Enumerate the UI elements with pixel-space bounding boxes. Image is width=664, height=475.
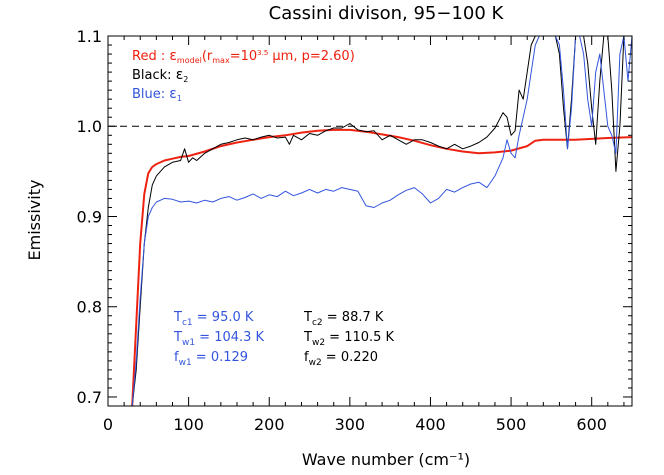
series-group — [131, 36, 632, 406]
param-subscript: w2 — [312, 338, 325, 348]
black-param-2: fw2 = 0.220 — [304, 350, 378, 368]
legend-symbol: ε — [176, 67, 184, 83]
param-subscript: w1 — [182, 338, 195, 348]
param-value: = 104.3 K — [195, 330, 265, 345]
x-tick-label: 600 — [576, 415, 607, 434]
legend-subscript: max — [212, 56, 230, 65]
series-line-2 — [131, 36, 632, 406]
legend-symbol: ε — [169, 48, 177, 64]
legend: Red : εmodel(rmax=103.5 μm, p=2.60)Black… — [132, 48, 355, 103]
y-tick-label: 0.9 — [77, 207, 102, 226]
legend-entry-2: Blue: ε1 — [132, 86, 182, 103]
legend-prefix: Red : — [132, 49, 169, 64]
param-subscript: w2 — [309, 358, 322, 368]
param-subscript: c1 — [182, 318, 193, 328]
y-tick-label: 1.0 — [77, 117, 102, 136]
param-symbol: T — [303, 310, 312, 325]
plot-frame — [107, 35, 633, 407]
x-tick-label: 300 — [335, 415, 366, 434]
legend-prefix: Black: — [132, 68, 176, 83]
x-tick-label: 0 — [103, 415, 113, 434]
legend-superscript: 3.5 — [257, 49, 268, 57]
y-tick-label: 0.8 — [77, 298, 102, 317]
x-tick-label: 400 — [415, 415, 446, 434]
param-value: = 0.220 — [322, 350, 378, 365]
series-line-1 — [131, 36, 632, 406]
param-symbol: f — [304, 350, 309, 365]
param-subscript: w1 — [179, 358, 192, 368]
param-symbol: T — [173, 310, 182, 325]
x-tick-label: 200 — [254, 415, 285, 434]
legend-entry-0: Red : εmodel(rmax=103.5 μm, p=2.60) — [132, 48, 355, 65]
chart-title: Cassini divison, 95−100 K — [269, 3, 505, 24]
series-line-0 — [131, 128, 632, 406]
param-symbol: f — [174, 350, 179, 365]
param-symbol: T — [173, 330, 182, 345]
legend-prefix: Blue: — [132, 87, 169, 102]
legend-symbol: ε — [169, 86, 177, 102]
blue-param-0: Tc1 = 95.0 K — [173, 310, 254, 328]
black-param-1: Tw2 = 110.5 K — [303, 330, 395, 348]
legend-text: =10 — [230, 49, 257, 64]
y-axis-label: Emissivity — [25, 180, 44, 261]
black-param-0: Tc2 = 88.7 K — [303, 310, 384, 328]
param-value: = 110.5 K — [325, 330, 395, 345]
y-tick-label: 1.1 — [77, 27, 102, 46]
x-axis-label: Wave number (cm⁻¹) — [302, 450, 470, 469]
legend-entry-1: Black: ε2 — [132, 67, 188, 84]
param-value: = 95.0 K — [193, 310, 254, 325]
x-tick-label: 500 — [496, 415, 527, 434]
x-tick-label: 100 — [173, 415, 204, 434]
legend-subscript: 1 — [177, 94, 182, 103]
legend-subscript: model — [177, 56, 202, 65]
legend-text: μm, p=2.60) — [268, 49, 355, 64]
param-symbol: T — [303, 330, 312, 345]
plot-area: 0 100 200 300 400 500 600 0.7 0.8 0.9 1.0 1.1 — [77, 27, 633, 434]
legend-subscript: 2 — [183, 75, 188, 84]
y-tick-label: 0.7 — [77, 388, 102, 407]
param-value: = 0.129 — [192, 350, 248, 365]
blue-param-2: fw1 = 0.129 — [174, 350, 248, 368]
legend-text: (r — [202, 49, 213, 64]
param-subscript: c2 — [312, 318, 323, 328]
blue-param-1: Tw1 = 104.3 K — [173, 330, 265, 348]
param-value: = 88.7 K — [323, 310, 384, 325]
